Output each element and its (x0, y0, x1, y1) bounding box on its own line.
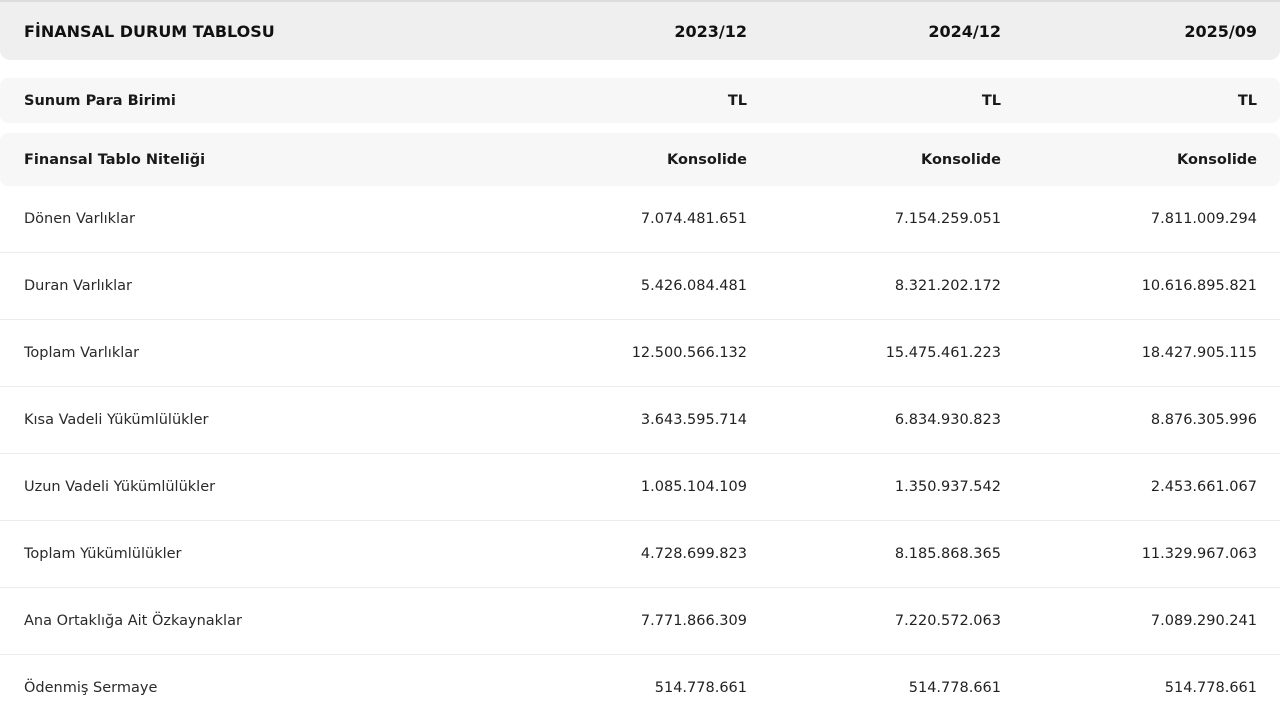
cell-value: TL (981, 92, 1001, 109)
period-header-1: 2023/12 (674, 21, 747, 41)
table-title: FİNANSAL DURUM TABLOSU (24, 21, 275, 41)
row-label: Dönen Varlıklar (24, 211, 135, 227)
cell-value: 4.728.699.823 (640, 546, 747, 562)
row-label: Ana Ortaklığa Ait Özkaynaklar (24, 613, 242, 629)
cell-value: 5.426.084.481 (640, 278, 747, 294)
table-row: Ana Ortaklığa Ait Özkaynaklar 7.771.866.… (0, 588, 1280, 655)
row-label: Toplam Varlıklar (24, 345, 140, 361)
row-label: Duran Varlıklar (24, 278, 132, 294)
cell-value: Konsolide (1176, 151, 1257, 168)
table-row: Kısa Vadeli Yükümlülükler 3.643.595.714 … (0, 387, 1280, 454)
cell-value: TL (1237, 92, 1257, 109)
cell-value: 8.185.868.365 (894, 546, 1001, 562)
row-label: Sunum Para Birimi (24, 92, 176, 109)
cell-value: 7.811.009.294 (1150, 211, 1257, 227)
table-header: FİNANSAL DURUM TABLOSU 2023/12 2024/12 2… (0, 0, 1280, 60)
table-row: Ödenmiş Sermaye 514.778.661 514.778.661 … (0, 655, 1280, 720)
cell-value: 514.778.661 (654, 679, 747, 696)
cell-value: 514.778.661 (908, 679, 1001, 696)
statement-type-row: Finansal Tablo Niteliği Konsolide Konsol… (0, 133, 1280, 186)
cell-value: 15.475.461.223 (885, 345, 1001, 361)
cell-value: 7.154.259.051 (894, 211, 1001, 227)
cell-value: 18.427.905.115 (1141, 345, 1257, 361)
period-header-2: 2024/12 (928, 21, 1001, 41)
cell-value: 3.643.595.714 (640, 412, 747, 428)
cell-value: Konsolide (666, 151, 747, 168)
cell-value: 10.616.895.821 (1141, 278, 1257, 294)
cell-value: 7.771.866.309 (640, 613, 747, 629)
cell-value: 2.453.661.067 (1150, 479, 1257, 495)
cell-value: 7.220.572.063 (894, 613, 1001, 629)
period-header-3: 2025/09 (1184, 21, 1257, 41)
cell-value: 8.876.305.996 (1150, 412, 1257, 428)
table-row: Toplam Varlıklar 12.500.566.132 15.475.4… (0, 320, 1280, 387)
row-label: Toplam Yükümlülükler (24, 546, 182, 562)
cell-value: TL (727, 92, 747, 109)
cell-value: 6.834.930.823 (894, 412, 1001, 428)
table-row: Dönen Varlıklar 7.074.481.651 7.154.259.… (0, 186, 1280, 253)
cell-value: 1.350.937.542 (894, 479, 1001, 495)
currency-row: Sunum Para Birimi TL TL TL (0, 78, 1280, 123)
cell-value: 514.778.661 (1164, 679, 1257, 696)
row-label: Finansal Tablo Niteliği (24, 151, 206, 168)
cell-value: 12.500.566.132 (631, 345, 747, 361)
cell-value: 7.089.290.241 (1150, 613, 1257, 629)
table-row: Toplam Yükümlülükler 4.728.699.823 8.185… (0, 521, 1280, 588)
cell-value: 1.085.104.109 (640, 479, 747, 495)
row-label: Ödenmiş Sermaye (24, 679, 158, 696)
cell-value: Konsolide (920, 151, 1001, 168)
cell-value: 8.321.202.172 (894, 278, 1001, 294)
table-row: Duran Varlıklar 5.426.084.481 8.321.202.… (0, 253, 1280, 320)
row-label: Kısa Vadeli Yükümlülükler (24, 412, 209, 428)
cell-value: 7.074.481.651 (640, 211, 747, 227)
cell-value: 11.329.967.063 (1141, 546, 1257, 562)
table-row: Uzun Vadeli Yükümlülükler 1.085.104.109 … (0, 454, 1280, 521)
row-label: Uzun Vadeli Yükümlülükler (24, 479, 216, 495)
